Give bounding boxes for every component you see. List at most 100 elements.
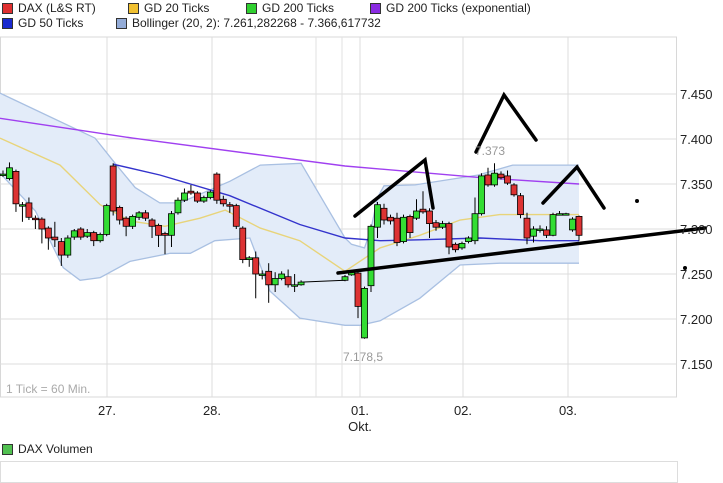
legend-label: GD 50 Ticks <box>18 16 84 30</box>
candle-up <box>569 218 576 231</box>
candle-up <box>458 242 466 249</box>
low-label: 7.178,5 <box>343 350 383 364</box>
candle-up <box>129 215 137 227</box>
candle-up <box>341 276 349 281</box>
candle-up <box>361 287 368 339</box>
drawn-dot <box>635 199 639 203</box>
drawn-trendline <box>336 226 707 275</box>
drawn-dot <box>683 266 687 270</box>
price-chart: 7.450 7.400 7.350 7.300 7.250 7.200 7.150 27. 28… <box>0 36 713 434</box>
candle-up <box>297 281 305 286</box>
candle-down <box>109 165 117 212</box>
x-tick-label: 27. <box>98 403 116 418</box>
gd50-line <box>113 163 579 242</box>
candle-down <box>193 192 201 202</box>
candle-up <box>245 257 253 260</box>
x-tick-label: 03. <box>559 403 577 418</box>
legend-item-bollinger[interactable]: Bollinger (20, 2): 7.261,282268 - 7.366,… <box>116 16 381 30</box>
candle-down <box>57 241 65 256</box>
candle-down <box>226 204 234 207</box>
legend-item-gd50[interactable]: GD 50 Ticks <box>2 16 83 30</box>
x-tick-label: 02. <box>454 403 472 418</box>
y-tick-label: 7.400 <box>680 132 713 147</box>
candle-up <box>271 278 279 286</box>
candle-down <box>452 243 459 251</box>
candle-up <box>530 228 537 237</box>
candle-up <box>206 191 214 198</box>
candle-down <box>484 174 492 186</box>
candle-up <box>374 204 381 228</box>
y-tick-label: 7.350 <box>680 177 713 192</box>
candle-down <box>38 218 46 230</box>
candle-up <box>471 213 479 242</box>
candle-down <box>380 207 388 221</box>
candle-down <box>252 257 260 275</box>
candle-down <box>387 216 394 222</box>
weekend-connector <box>301 279 346 283</box>
legend-swatch <box>116 17 127 29</box>
volume-label: DAX Volumen <box>18 442 93 456</box>
x-tick-label: 01. <box>351 403 369 418</box>
candle-down <box>161 233 169 236</box>
candle-down <box>155 224 162 236</box>
candle-down <box>148 219 156 227</box>
candle-down <box>265 270 273 286</box>
legend-label: GD 20 Ticks <box>144 1 210 15</box>
y-tick-label: 7.200 <box>680 312 713 327</box>
drawn-trendline <box>541 164 606 210</box>
bollinger-lower-line <box>0 172 579 326</box>
candle-down <box>393 217 401 243</box>
candle-down <box>543 229 550 236</box>
legend-item-gd200[interactable]: GD 200 Ticks <box>246 1 334 15</box>
candle-up <box>83 232 91 237</box>
candle-up <box>103 205 111 235</box>
candle-up <box>413 210 420 219</box>
candle-down <box>142 212 149 219</box>
candle-down <box>523 217 531 239</box>
candle-down <box>213 173 221 201</box>
candle-down <box>504 175 511 184</box>
bollinger-band <box>0 93 579 326</box>
x-tick-label: 28. <box>203 403 221 418</box>
candle-up <box>174 199 182 214</box>
candle-up <box>200 197 208 202</box>
candle-down <box>432 222 440 228</box>
candle-up <box>291 284 299 287</box>
candle-up <box>536 228 544 231</box>
candle-up <box>549 214 557 236</box>
candle-down <box>239 227 247 261</box>
candle-down <box>12 170 20 205</box>
candle-up <box>64 237 72 256</box>
candle-down <box>187 190 195 194</box>
legend-swatch <box>2 2 13 14</box>
candle-down <box>32 217 39 221</box>
candle-up <box>168 213 175 236</box>
candle-down <box>51 236 59 241</box>
candle-down <box>517 195 524 215</box>
drawn-trendline <box>353 156 435 218</box>
candle-down <box>77 228 85 238</box>
candle-up <box>0 173 7 177</box>
legend-label: GD 200 Ticks (exponential) <box>386 1 531 15</box>
legend-swatch <box>128 2 139 14</box>
legend-item-dax[interactable]: DAX (L&S RT) <box>2 1 96 15</box>
x-tick-sublabel: Okt. <box>348 419 372 434</box>
volume-legend[interactable]: DAX Volumen <box>2 442 93 456</box>
legend-label: Bollinger (20, 2): 7.261,282268 - 7.366,… <box>132 16 381 30</box>
candle-up <box>19 204 26 207</box>
legend-item-gd200-exp[interactable]: GD 200 Ticks (exponential) <box>370 1 531 15</box>
candle-down <box>497 173 505 179</box>
y-tick-label: 7.450 <box>680 87 713 102</box>
legend-label: DAX (L&S RT) <box>18 1 96 15</box>
y-tick-label: 7.300 <box>680 222 713 237</box>
drawn-trendline <box>474 91 538 154</box>
candle-down <box>406 215 414 233</box>
candle-down <box>90 232 98 242</box>
candle-up <box>367 225 375 287</box>
legend-item-gd20[interactable]: GD 20 Ticks <box>128 1 209 15</box>
candle-down <box>445 223 453 248</box>
candle-down <box>122 217 130 227</box>
candle-down <box>354 272 362 307</box>
candle-down <box>426 210 433 224</box>
y-tick-label: 7.250 <box>680 267 713 282</box>
